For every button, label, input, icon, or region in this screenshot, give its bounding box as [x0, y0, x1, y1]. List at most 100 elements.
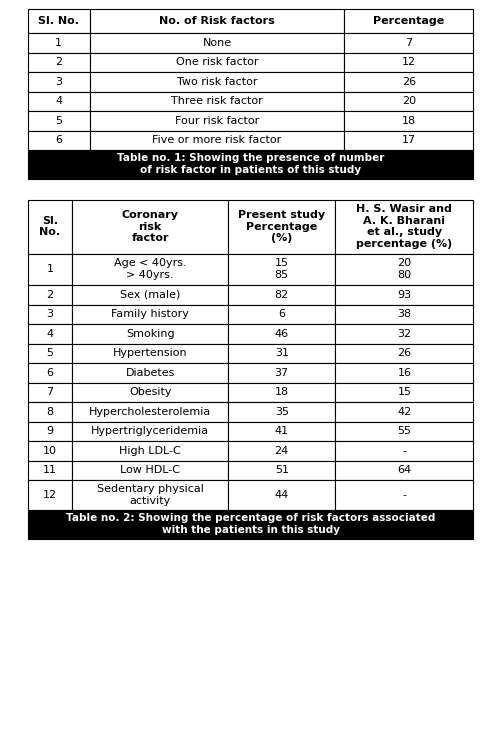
Bar [90, 111, 344, 130]
Text: Hypertension: Hypertension [113, 348, 187, 358]
Text: 9: 9 [46, 426, 54, 436]
Bar [72, 422, 228, 441]
Text: 42: 42 [397, 406, 411, 417]
Bar [228, 441, 335, 460]
Text: 37: 37 [275, 368, 289, 378]
Text: Table no. 1: Showing the presence of number
of risk factor in patients of this s: Table no. 1: Showing the presence of num… [117, 154, 384, 175]
Bar [72, 344, 228, 363]
Text: 12: 12 [43, 490, 57, 500]
Text: 46: 46 [275, 328, 289, 339]
Bar [228, 285, 335, 304]
Text: 41: 41 [275, 426, 289, 436]
Text: No. of Risk factors: No. of Risk factors [159, 16, 275, 26]
Text: Hypercholesterolemia: Hypercholesterolemia [89, 406, 211, 417]
Text: 16: 16 [397, 368, 411, 378]
Bar [228, 324, 335, 344]
Bar [28, 324, 72, 344]
Bar [335, 324, 473, 344]
Text: 7: 7 [46, 387, 54, 398]
Bar [28, 304, 72, 324]
Text: 2: 2 [55, 57, 62, 68]
Bar [72, 324, 228, 344]
Bar [28, 460, 72, 480]
Bar [335, 363, 473, 382]
Bar [28, 53, 90, 72]
Text: 18: 18 [275, 387, 289, 398]
Text: 20
80: 20 80 [397, 259, 411, 280]
Bar [90, 33, 344, 53]
Text: 20: 20 [402, 96, 416, 106]
Bar [344, 9, 473, 33]
Text: 44: 44 [275, 490, 289, 500]
Text: Coronary
risk
factor: Coronary risk factor [122, 210, 179, 243]
Bar [28, 150, 473, 178]
Text: 6: 6 [47, 368, 53, 378]
Text: Low HDL-C: Low HDL-C [120, 465, 180, 476]
Text: One risk factor: One risk factor [176, 57, 259, 68]
Text: Hypertriglyceridemia: Hypertriglyceridemia [91, 426, 209, 436]
Text: Sedentary physical
activity: Sedentary physical activity [97, 484, 203, 506]
Text: 3: 3 [47, 309, 53, 320]
Text: 10: 10 [43, 446, 57, 456]
Bar [28, 254, 72, 285]
Text: 55: 55 [397, 426, 411, 436]
Bar [344, 130, 473, 150]
Text: 4: 4 [55, 96, 62, 106]
Bar [28, 441, 72, 460]
Text: 93: 93 [397, 290, 411, 300]
Bar [335, 382, 473, 402]
Bar [344, 92, 473, 111]
Text: -: - [402, 446, 406, 456]
Text: Three risk factor: Three risk factor [171, 96, 263, 106]
Text: Percentage: Percentage [373, 16, 444, 26]
Bar [335, 304, 473, 324]
Text: 1: 1 [47, 264, 53, 274]
Bar [28, 33, 90, 53]
Text: Sex (male): Sex (male) [120, 290, 180, 300]
Bar [335, 441, 473, 460]
Bar [28, 402, 72, 422]
Bar [72, 480, 228, 510]
Text: 38: 38 [397, 309, 411, 320]
Text: 6: 6 [55, 135, 62, 146]
Text: 12: 12 [402, 57, 416, 68]
Text: 24: 24 [275, 446, 289, 456]
Bar [90, 92, 344, 111]
Text: 3: 3 [55, 76, 62, 87]
Bar [72, 200, 228, 254]
Bar [335, 200, 473, 254]
Bar [228, 422, 335, 441]
Bar [344, 53, 473, 72]
Text: 64: 64 [397, 465, 411, 476]
Bar [335, 254, 473, 285]
Text: 7: 7 [405, 38, 412, 48]
Text: High LDL-C: High LDL-C [119, 446, 181, 456]
Bar [72, 285, 228, 304]
Text: 2: 2 [46, 290, 54, 300]
Bar [72, 460, 228, 480]
Text: 11: 11 [43, 465, 57, 476]
Text: Diabetes: Diabetes [125, 368, 175, 378]
Bar [28, 9, 90, 33]
Bar [344, 111, 473, 130]
Bar [28, 130, 90, 150]
Bar [228, 460, 335, 480]
Bar [72, 304, 228, 324]
Bar [228, 382, 335, 402]
Text: 1: 1 [55, 38, 62, 48]
Bar [228, 200, 335, 254]
Bar [335, 480, 473, 510]
Text: 4: 4 [46, 328, 54, 339]
Bar [28, 92, 90, 111]
Text: H. S. Wasir and
A. K. Bharani
et al., study
percentage (%): H. S. Wasir and A. K. Bharani et al., st… [356, 204, 452, 249]
Text: 6: 6 [278, 309, 285, 320]
Bar [90, 130, 344, 150]
Text: 5: 5 [55, 116, 62, 126]
Text: Two risk factor: Two risk factor [177, 76, 258, 87]
Bar [335, 460, 473, 480]
Text: Sl. No.: Sl. No. [38, 16, 79, 26]
Bar [228, 304, 335, 324]
Bar [28, 363, 72, 382]
Bar [72, 382, 228, 402]
Text: Sl.
No.: Sl. No. [39, 216, 61, 237]
